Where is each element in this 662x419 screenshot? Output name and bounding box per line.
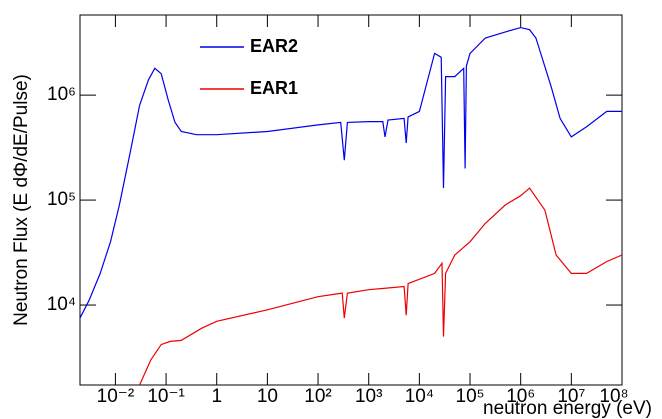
x-tick-label: 10⁻² xyxy=(97,386,135,407)
y-axis-label: Neutron Flux (E dΦ/dE/Pulse) xyxy=(11,74,32,326)
plot-frame xyxy=(79,14,623,386)
x-tick-label: 10² xyxy=(304,386,331,407)
x-tick-label: 10⁶ xyxy=(506,386,535,407)
x-tick-label: 10⁸ xyxy=(599,386,628,407)
x-tick-label: 1 xyxy=(211,386,222,407)
legend-label: EAR1 xyxy=(250,78,298,98)
x-tick-label: 10³ xyxy=(355,386,382,407)
legend-label: EAR2 xyxy=(250,36,298,56)
y-tick-label: 10⁶ xyxy=(47,84,76,105)
y-tick-label: 10⁴ xyxy=(47,294,76,315)
series-line xyxy=(80,26,622,319)
x-tick-label: 10⁵ xyxy=(456,386,485,407)
x-axis-label: neutron energy (eV) xyxy=(483,398,652,419)
y-tick-label: 10⁵ xyxy=(47,189,76,210)
x-tick-label: 10⁴ xyxy=(405,386,434,407)
x-tick-label: 10⁻¹ xyxy=(147,386,185,407)
x-tick-label: 10 xyxy=(257,386,278,407)
series-line xyxy=(139,187,622,385)
x-tick-label: 10⁷ xyxy=(557,386,585,407)
